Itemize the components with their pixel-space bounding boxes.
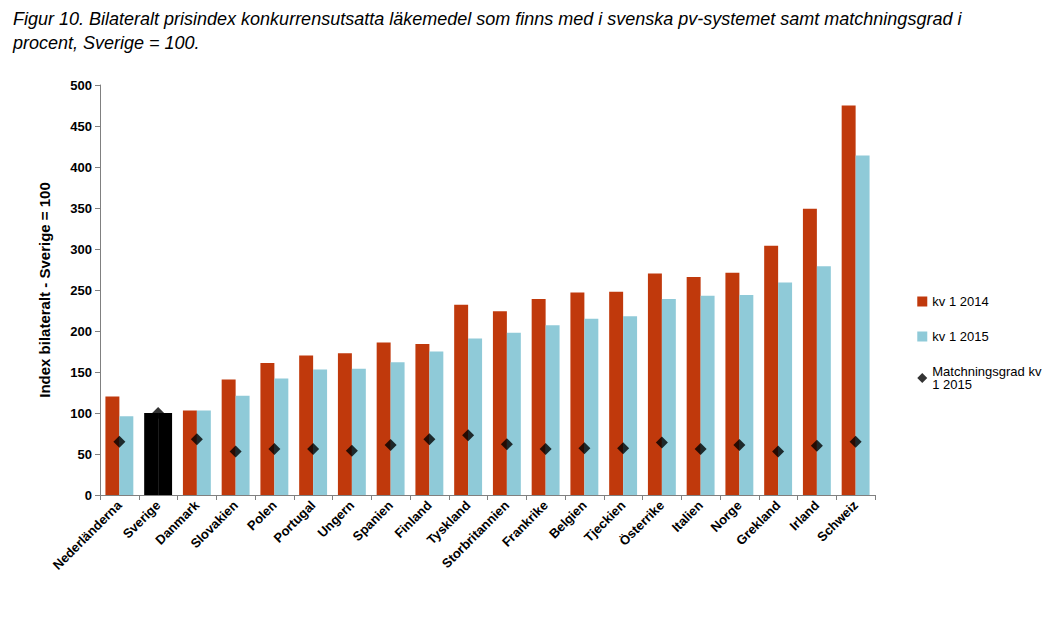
svg-text:150: 150 [70, 365, 92, 380]
svg-text:Grekland: Grekland [733, 498, 783, 548]
svg-text:kv 1 2014: kv 1 2014 [932, 294, 988, 309]
svg-text:Österrike: Österrike [616, 498, 667, 549]
svg-text:Nederländerna: Nederländerna [50, 497, 125, 572]
svg-text:250: 250 [70, 283, 92, 298]
svg-text:50: 50 [78, 447, 92, 462]
svg-text:1 2015: 1 2015 [932, 377, 972, 392]
svg-text:kv 1 2015: kv 1 2015 [932, 329, 988, 344]
svg-text:350: 350 [70, 201, 92, 216]
svg-text:Tyskland: Tyskland [423, 497, 474, 548]
svg-text:Figur 10. Bilateralt prisindex: Figur 10. Bilateralt prisindex konkurren… [13, 9, 966, 29]
svg-text:Slovakien: Slovakien [187, 498, 241, 552]
svg-text:300: 300 [70, 242, 92, 257]
svg-text:Irland: Irland [787, 498, 823, 534]
svg-text:Matchningsgrad kv: Matchningsgrad kv [932, 364, 1045, 379]
svg-text:Finland: Finland [391, 497, 435, 541]
svg-text:Sverige: Sverige [119, 497, 164, 542]
svg-text:Index bilateralt - Sverige = 1: Index bilateralt - Sverige = 100 [36, 182, 53, 398]
svg-text:0: 0 [85, 488, 92, 503]
svg-text:Portugal: Portugal [271, 498, 319, 546]
svg-text:procent, Sverige = 100.: procent, Sverige = 100. [12, 33, 200, 53]
svg-text:200: 200 [70, 324, 92, 339]
svg-text:400: 400 [70, 160, 92, 175]
svg-text:Storbritannien: Storbritannien [439, 498, 512, 571]
svg-text:Tjeckien: Tjeckien [581, 497, 629, 546]
svg-text:Italien: Italien [669, 498, 706, 535]
svg-text:Spanien: Spanien [350, 498, 396, 544]
svg-text:Polen: Polen [244, 498, 280, 534]
svg-text:Frankrike: Frankrike [499, 498, 551, 550]
svg-text:500: 500 [70, 78, 92, 93]
svg-text:450: 450 [70, 119, 92, 134]
svg-text:Schweiz: Schweiz [814, 497, 861, 544]
svg-text:Danmark: Danmark [152, 497, 203, 548]
svg-text:Belgien: Belgien [545, 497, 590, 542]
svg-text:100: 100 [70, 406, 92, 421]
svg-text:Norge: Norge [708, 498, 745, 535]
svg-text:Ungern: Ungern [314, 497, 358, 541]
